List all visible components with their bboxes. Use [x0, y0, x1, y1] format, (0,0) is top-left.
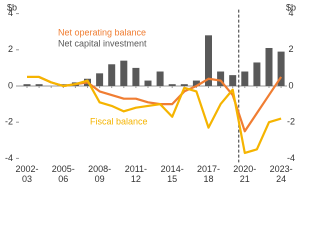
x-tick-label: 2005-06 — [51, 164, 75, 184]
legend-label: Net operating balance — [58, 27, 146, 37]
legend-label: Fiscal balance — [90, 116, 148, 126]
bar — [277, 51, 285, 86]
y-tick-label: 4 — [8, 8, 13, 18]
y2-tick-label: 4 — [288, 8, 293, 18]
bar — [108, 64, 116, 86]
y2-tick-label: -4 — [287, 153, 295, 163]
bar — [35, 84, 43, 86]
bar — [96, 73, 104, 86]
y-tick-label: 0 — [8, 80, 13, 90]
x-tick-label: 2011-12 — [124, 164, 148, 184]
y2-tick-label: 0 — [288, 80, 293, 90]
bar — [156, 71, 164, 86]
y2-axis-label: $b — [286, 2, 296, 12]
bar — [180, 84, 188, 86]
x-tick-label: 2014-15 — [160, 164, 184, 184]
bar — [120, 60, 128, 86]
legend-label: Net capital investment — [58, 38, 147, 48]
bar — [23, 84, 31, 86]
bar — [192, 80, 200, 86]
y-tick-label: -2 — [5, 117, 13, 127]
chart: $b $b -4 -2 0 2 4 -4 -2 0 2 4 Net capital investme… — [5, 2, 296, 184]
line — [27, 75, 282, 155]
bar — [144, 80, 152, 86]
bar — [217, 71, 225, 86]
bar — [229, 75, 237, 86]
x-tick-label: 2017-18 — [196, 164, 221, 184]
y2-tick-label: 2 — [288, 44, 293, 54]
chart-svg: $b $b -4 -2 0 2 4 -4 -2 0 2 4 Net capital investme… — [5, 2, 296, 163]
bar — [132, 67, 140, 86]
bar — [265, 47, 273, 86]
x-tick-label: 2002-03 — [15, 164, 39, 184]
x-tick-label: 2020-21 — [233, 164, 257, 184]
y-axis-label: $b — [7, 2, 17, 12]
y-tick-label: 2 — [8, 44, 13, 54]
x-tick-label: 2008-09 — [88, 164, 112, 184]
y2-tick-label: -2 — [287, 117, 295, 127]
bar — [253, 62, 261, 86]
y-tick-label: -4 — [5, 153, 13, 163]
x-tick-label: 2023-24 — [269, 164, 293, 184]
bar — [241, 71, 249, 86]
bar — [168, 84, 176, 86]
bar — [205, 35, 212, 86]
